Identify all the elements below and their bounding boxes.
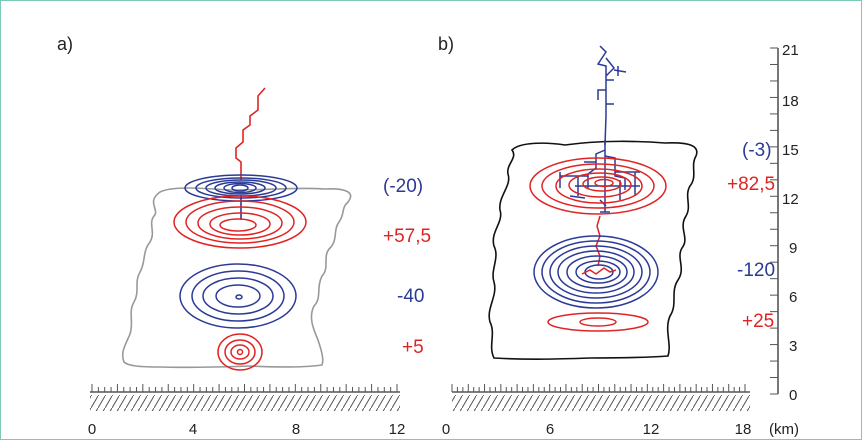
y-tick-6: 18 [782,93,799,110]
x-tick-a-2: 8 [292,421,300,438]
cloud-outline-b [488,140,698,360]
discharge-tree-b [559,45,640,213]
y-tick-2: 6 [789,289,797,306]
cloud-outline-a [121,187,352,369]
annotation-b-2: -120 [737,260,775,281]
panel-b: b) [438,34,799,438]
x-tick-b-1: 6 [546,421,554,438]
contour-negative-lower-a [179,263,297,329]
panel-a-label: a) [57,34,73,54]
annotation-a-0: (-20) [383,176,423,197]
inner-discharge-b [581,267,617,275]
y-tick-1: 3 [789,338,797,355]
panel-b-label: b) [438,34,454,54]
panel-a: a) [57,34,431,438]
contour-positive-bottom-a [217,333,263,371]
contour-negative-lower-b [533,235,659,309]
annotation-a-3: +5 [402,337,424,358]
y-tick-5: 15 [782,142,799,159]
x-tick-a-0: 0 [88,421,96,438]
ground-axis-a: 0 4 8 12 [88,384,406,438]
ground-axis-b: 0 6 12 18 (km) [442,384,799,438]
x-tick-a-1: 4 [189,421,197,438]
y-tick-0: 0 [789,387,797,404]
contour-positive-upper-a [173,195,307,249]
annotation-b-0: (-3) [742,140,772,161]
y-tick-4: 12 [782,191,799,208]
y-tick-3: 9 [789,240,797,257]
altitude-scale: 0 3 6 9 12 15 18 21 [770,42,799,404]
contour-positive-upper-b [529,157,667,215]
y-tick-7: 21 [782,42,799,59]
x-tick-b-0: 0 [442,421,450,438]
contour-positive-bottom-b [547,312,649,332]
x-tick-b-3: 18 [735,421,752,438]
x-tick-b-2: 12 [643,421,660,438]
annotation-a-1: +57,5 [383,226,431,247]
unit-label: (km) [769,421,799,438]
annotation-b-3: +25 [742,311,774,332]
annotation-b-1: +82,5 [727,174,775,195]
discharge-path-a [235,87,266,180]
x-tick-a-3: 12 [389,421,406,438]
annotation-a-2: -40 [397,286,424,307]
